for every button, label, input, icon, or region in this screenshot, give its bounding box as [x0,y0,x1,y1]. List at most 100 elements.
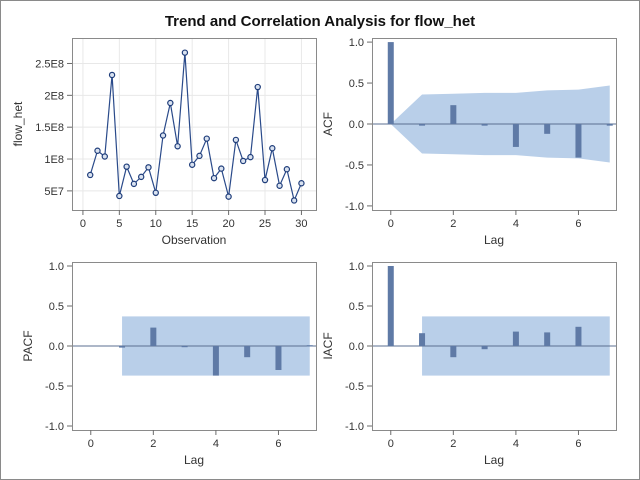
trend-point-13 [174,143,181,150]
trend-point-1 [87,171,94,179]
acf-bar-lag-3 [481,124,488,126]
pacf-x-tick-label-1: 2 [150,438,156,450]
iacf-x-tick-label-3: 6 [575,438,581,450]
iacf-x-tick-label-1: 2 [450,438,456,450]
iacf-bar-lag-4 [512,331,519,346]
trend-x-tick-label-4: 20 [222,218,234,230]
acf-bar-lag-2 [450,105,457,124]
trend-point-8 [137,173,145,181]
iacf-y-axis-label: IACF [321,332,335,359]
trend-point-25 [261,176,269,184]
pacf-x-tick-label-0: 0 [88,438,94,450]
pacf-y-tick-label-2: 0.0 [49,341,64,353]
iacf-x-axis-label: Lag [484,453,504,467]
acf-bar-lag-0 [387,42,394,124]
trend-point-2 [94,147,101,154]
acf-x-tick-label-2: 4 [513,218,519,230]
pacf-bar-lag-4 [212,346,219,376]
acf-x-axis-label: Lag [484,233,504,247]
iacf-y-tick-label-0: -1.0 [345,421,364,433]
acf-y-tick-label-4: 1.0 [349,37,364,49]
trend-point-6 [123,163,130,170]
pacf-bar-lag-1 [119,346,126,348]
acf-bar-lag-6 [575,124,582,158]
trend-point-19 [218,165,225,172]
iacf-bar-lag-1 [419,333,426,346]
trend-y-tick-label-1: 1E8 [44,154,64,166]
trend-point-7 [130,180,138,188]
pacf-bar-lag-6 [275,346,282,370]
pacf-y-tick-label-1: -0.5 [45,381,64,393]
trend-point-14 [181,49,189,56]
acf-panel: 0 2 4 6 -1.0 -0.5 0.0 0.5 1.0 Lag ACF [321,37,617,247]
trend-point-5 [116,192,123,200]
pacf-bar-lag-5 [244,346,251,358]
acf-y-axis-label: ACF [321,112,335,136]
trend-point-26 [269,145,276,152]
trend-point-21 [232,136,240,144]
pacf-bar-lag-3 [181,346,188,348]
trend-point-3 [101,153,108,160]
pacf-panel: 0 2 4 6 -1.0 -0.5 0.0 0.5 1.0 Lag PACF [21,261,317,467]
trend-point-20 [225,193,232,200]
trend-y-tick-label-3: 2E8 [44,90,64,102]
trend-x-tick-label-6: 30 [295,218,307,230]
iacf-x-tick-label-0: 0 [388,438,394,450]
trend-series-line [89,52,302,203]
iacf-y-tick-label-4: 1.0 [349,261,364,273]
trend-y-tick-label-4: 2.5E8 [35,58,64,70]
acf-bar-lag-1 [419,124,426,126]
iacf-panel: 0 2 4 6 -1.0 -0.5 0.0 0.5 1.0 Lag IACF [321,261,617,467]
acf-x-tick-label-1: 2 [450,218,456,230]
iacf-x-tick-label-2: 4 [513,438,519,450]
iacf-bar-lag-5 [544,332,551,346]
pacf-y-tick-label-4: 1.0 [49,261,64,273]
iacf-y-tick-label-2: 0.0 [349,341,364,353]
trend-point-10 [152,189,159,196]
trend-point-11 [159,132,167,139]
pacf-bar-lag-2 [150,327,157,346]
trend-y-tick-label-0: 5E7 [44,186,64,198]
trend-point-9 [145,164,152,171]
trend-point-22 [239,157,247,165]
trend-point-16 [196,152,203,160]
iacf-bar-lag-6 [575,326,582,346]
pacf-x-tick-label-3: 6 [275,438,281,450]
acf-y-tick-label-3: 0.5 [349,78,364,90]
trend-x-tick-label-2: 10 [150,218,162,230]
acf-y-tick-label-0: -1.0 [345,201,364,213]
iacf-bar-lag-3 [481,346,488,350]
trend-point-23 [247,153,254,161]
acf-x-tick-label-0: 0 [388,218,394,230]
trend-x-tick-label-5: 25 [259,218,271,230]
trend-plot-area [72,38,317,211]
trend-x-tick-label-0: 0 [80,218,86,230]
figure-title: Trend and Correlation Analysis for flow_… [165,13,475,30]
trend-point-12 [167,99,174,107]
trend-point-28 [283,166,291,173]
trend-point-29 [290,197,298,204]
pacf-y-tick-label-3: 0.5 [49,301,64,313]
iacf-y-tick-label-3: 0.5 [349,301,364,313]
pacf-y-axis-label: PACF [21,330,35,361]
trend-point-30 [298,180,305,187]
iacf-y-tick-label-1: -0.5 [345,381,364,393]
panels: 0 5 10 15 20 25 305E71E81.5E82E82.5E8Observati… [11,37,617,467]
pacf-x-tick-label-2: 4 [213,438,219,450]
iacf-bar-lag-2 [450,346,457,358]
trend-y-tick-label-2: 1.5E8 [35,122,64,134]
acf-bar-lag-4 [512,124,519,147]
acf-y-tick-label-1: -0.5 [345,160,364,172]
trend-point-17 [203,135,210,142]
trend-x-tick-label-1: 5 [116,218,122,230]
trend-point-27 [276,182,283,189]
acf-x-tick-label-3: 6 [575,218,581,230]
trend-point-15 [188,161,196,168]
trend-x-axis-label: Observation [162,233,227,247]
acf-bar-lag-5 [544,124,551,134]
trend-point-24 [254,83,261,91]
pacf-x-axis-label: Lag [184,453,204,467]
trend-panel: 0 5 10 15 20 25 30 5E7 1E8 1.5E8 2E8 2.5E8 Observati… [11,38,317,247]
iacf-bar-lag-0 [387,266,394,346]
